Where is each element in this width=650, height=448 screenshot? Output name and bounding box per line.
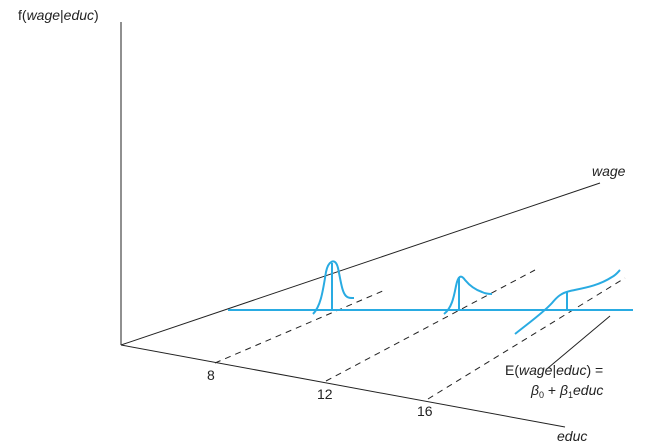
educ-tick-12: 12 [317, 386, 333, 402]
educ-axis-label: educ [557, 428, 587, 444]
y-axis-label: f(wage|educ) [18, 7, 99, 23]
regression-label-line2: β0 + β1educ [530, 382, 603, 400]
regression-leader-line [547, 315, 611, 369]
dashed-line-16 [427, 277, 626, 400]
density-curve-16 [514, 269, 621, 335]
density-curve-8 [312, 260, 355, 315]
regression-label-line1: E(wage|educ) = [505, 362, 603, 378]
dashed-line-12 [325, 269, 536, 382]
density-curve-12 [443, 275, 493, 315]
educ-tick-8: 8 [207, 367, 215, 383]
wage-axis-label: wage [592, 163, 626, 179]
wage-axis [120, 182, 601, 346]
educ-tick-16: 16 [417, 403, 433, 419]
dashed-line-8 [214, 289, 386, 364]
educ-axis [120, 344, 566, 428]
